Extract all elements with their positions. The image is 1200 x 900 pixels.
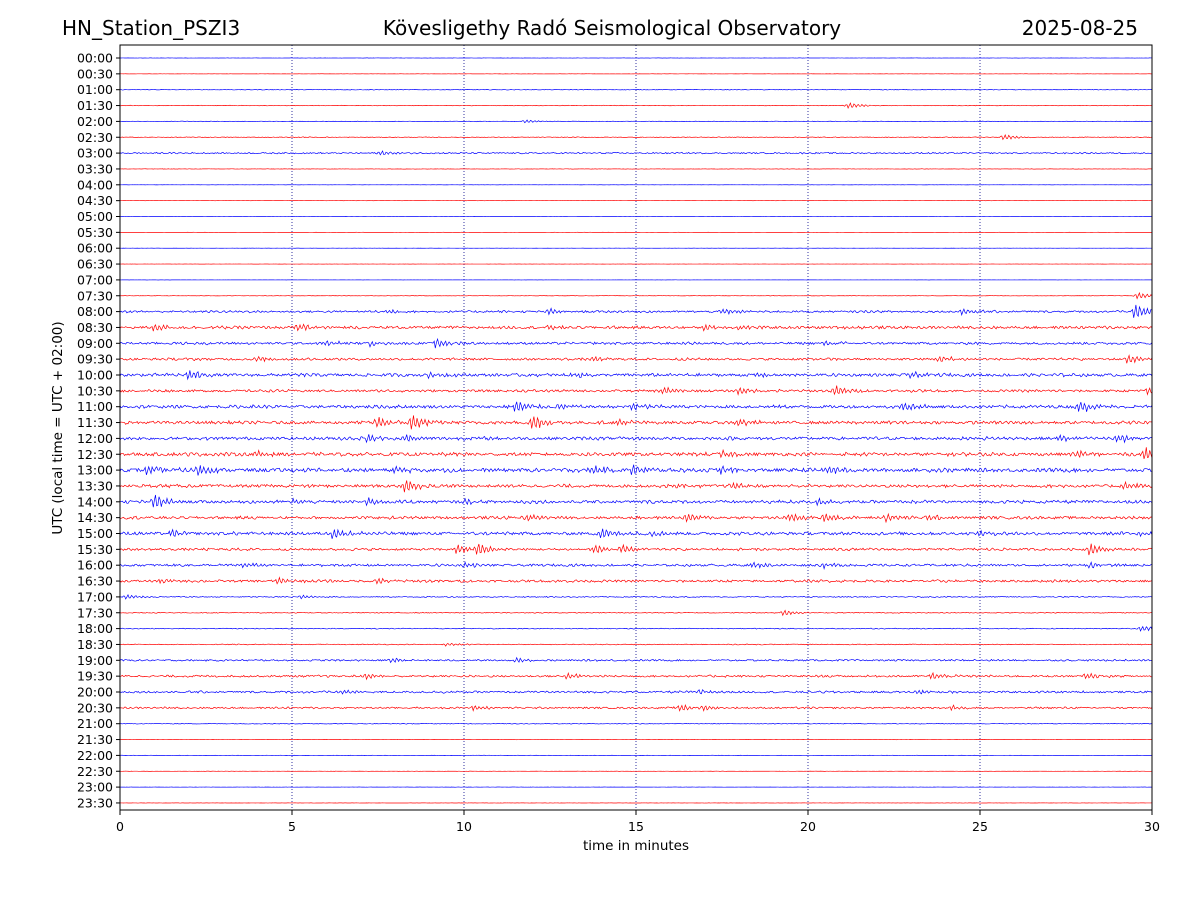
y-tick-label: 19:00: [77, 653, 113, 668]
y-tick-label: 08:30: [77, 320, 113, 335]
trace-row-1530: [119, 543, 1153, 556]
y-tick-label: 16:30: [77, 574, 113, 589]
x-tick-label: 25: [972, 819, 988, 834]
trace-row-1200: [119, 434, 1153, 444]
y-tick-label: 12:00: [77, 431, 113, 446]
observatory-title: Kövesligethy Radó Seismological Observat…: [383, 16, 841, 40]
y-tick-label: 22:00: [77, 748, 113, 763]
y-tick-label: 06:00: [77, 241, 113, 256]
y-tick-label: 08:00: [77, 304, 113, 319]
y-tick-label: 04:00: [77, 177, 113, 192]
traces-group: [119, 57, 1153, 804]
y-tick-label: 11:30: [77, 415, 113, 430]
y-tick-label: 07:00: [77, 272, 113, 287]
trace-row-1630: [119, 576, 1153, 585]
y-tick-label: 13:30: [77, 478, 113, 493]
trace-row-1100: [119, 401, 1153, 412]
trace-row-0900: [119, 337, 1153, 349]
trace-row-0130: [119, 102, 1153, 109]
y-tick-label: 21:00: [77, 716, 113, 731]
x-tick-label: 20: [800, 819, 816, 834]
trace-row-0230: [119, 134, 1153, 141]
x-tick-label: 0: [116, 819, 124, 834]
y-tick-label: 03:30: [77, 161, 113, 176]
y-tick-label: 18:30: [77, 637, 113, 652]
y-tick-label: 23:00: [77, 780, 113, 795]
trace-row-1600: [119, 561, 1153, 570]
y-tick-label: 15:00: [77, 526, 113, 541]
y-tick-label: 14:30: [77, 510, 113, 525]
trace-row-1400: [119, 494, 1153, 508]
y-tick-label: 12:30: [77, 447, 113, 462]
y-tick-label: 05:00: [77, 209, 113, 224]
y-tick-label: 21:30: [77, 732, 113, 747]
y-tick-label: 01:00: [77, 82, 113, 97]
y-tick-label: 09:00: [77, 336, 113, 351]
trace-row-0800: [119, 304, 1153, 318]
y-tick-label: 00:30: [77, 66, 113, 81]
y-tick-label: 16:00: [77, 558, 113, 573]
y-tick-label: 00:00: [77, 51, 113, 66]
trace-row-1900: [119, 656, 1153, 664]
trace-row-0300: [119, 150, 1153, 156]
trace-row-1730: [119, 609, 1153, 617]
y-tick-label: 05:30: [77, 225, 113, 240]
trace-row-1030: [119, 385, 1153, 396]
y-tick-label: 19:30: [77, 669, 113, 684]
trace-row-1130: [119, 415, 1153, 430]
trace-row-1830: [119, 642, 1153, 647]
y-tick-label: 04:30: [77, 193, 113, 208]
trace-row-2030: [119, 704, 1153, 712]
y-tick-label: 09:30: [77, 352, 113, 367]
y-tick-label: 02:30: [77, 130, 113, 145]
trace-row-1000: [119, 370, 1153, 381]
trace-row-1500: [119, 528, 1153, 539]
y-tick-label: 13:00: [77, 463, 113, 478]
trace-row-0200: [119, 119, 1153, 124]
x-tick-label: 30: [1144, 819, 1160, 834]
y-tick-label: 17:00: [77, 589, 113, 604]
y-tick-label: 01:30: [77, 98, 113, 113]
x-tick-label: 5: [288, 819, 296, 834]
trace-row-2000: [119, 689, 1153, 695]
y-tick-label: 06:30: [77, 257, 113, 272]
grid-lines: [291, 45, 981, 810]
y-tick-label: 10:00: [77, 368, 113, 383]
trace-row-0730: [119, 291, 1153, 300]
y-tick-label: 18:00: [77, 621, 113, 636]
y-tick-labels: 00:0000:3001:0001:3002:0002:3003:0003:30…: [77, 51, 120, 810]
y-tick-label: 20:30: [77, 700, 113, 715]
trace-row-1800: [119, 625, 1153, 632]
trace-row-0830: [119, 323, 1153, 332]
y-tick-label: 11:00: [77, 399, 113, 414]
y-tick-label: 20:00: [77, 685, 113, 700]
y-tick-label: 07:30: [77, 288, 113, 303]
y-tick-label: 22:30: [77, 764, 113, 779]
trace-row-2100: [119, 722, 1153, 725]
x-tick-label: 10: [456, 819, 472, 834]
y-tick-label: 10:30: [77, 383, 113, 398]
trace-row-0100: [119, 88, 1153, 91]
y-tick-label: 15:30: [77, 542, 113, 557]
y-tick-label: 17:30: [77, 605, 113, 620]
x-tick-labels: 0 5 10 15 20 25 30: [116, 810, 1160, 834]
trace-row-1330: [119, 480, 1153, 493]
y-axis-label: UTC (local time = UTC + 02:00): [50, 321, 66, 534]
y-tick-label: 23:30: [77, 795, 113, 810]
trace-row-1230: [119, 447, 1153, 459]
y-tick-label: 02:00: [77, 114, 113, 129]
x-tick-label: 15: [628, 819, 644, 834]
y-tick-label: 03:00: [77, 146, 113, 161]
x-axis-label: time in minutes: [583, 838, 689, 854]
trace-row-1930: [119, 671, 1153, 681]
trace-row-1300: [119, 464, 1153, 476]
trace-row-0930: [119, 354, 1153, 364]
y-tick-label: 14:00: [77, 494, 113, 509]
date-title: 2025-08-25: [1022, 16, 1138, 40]
trace-row-1700: [119, 593, 1153, 600]
station-title: HN_Station_PSZI3: [62, 16, 240, 40]
trace-row-1430: [119, 512, 1153, 524]
